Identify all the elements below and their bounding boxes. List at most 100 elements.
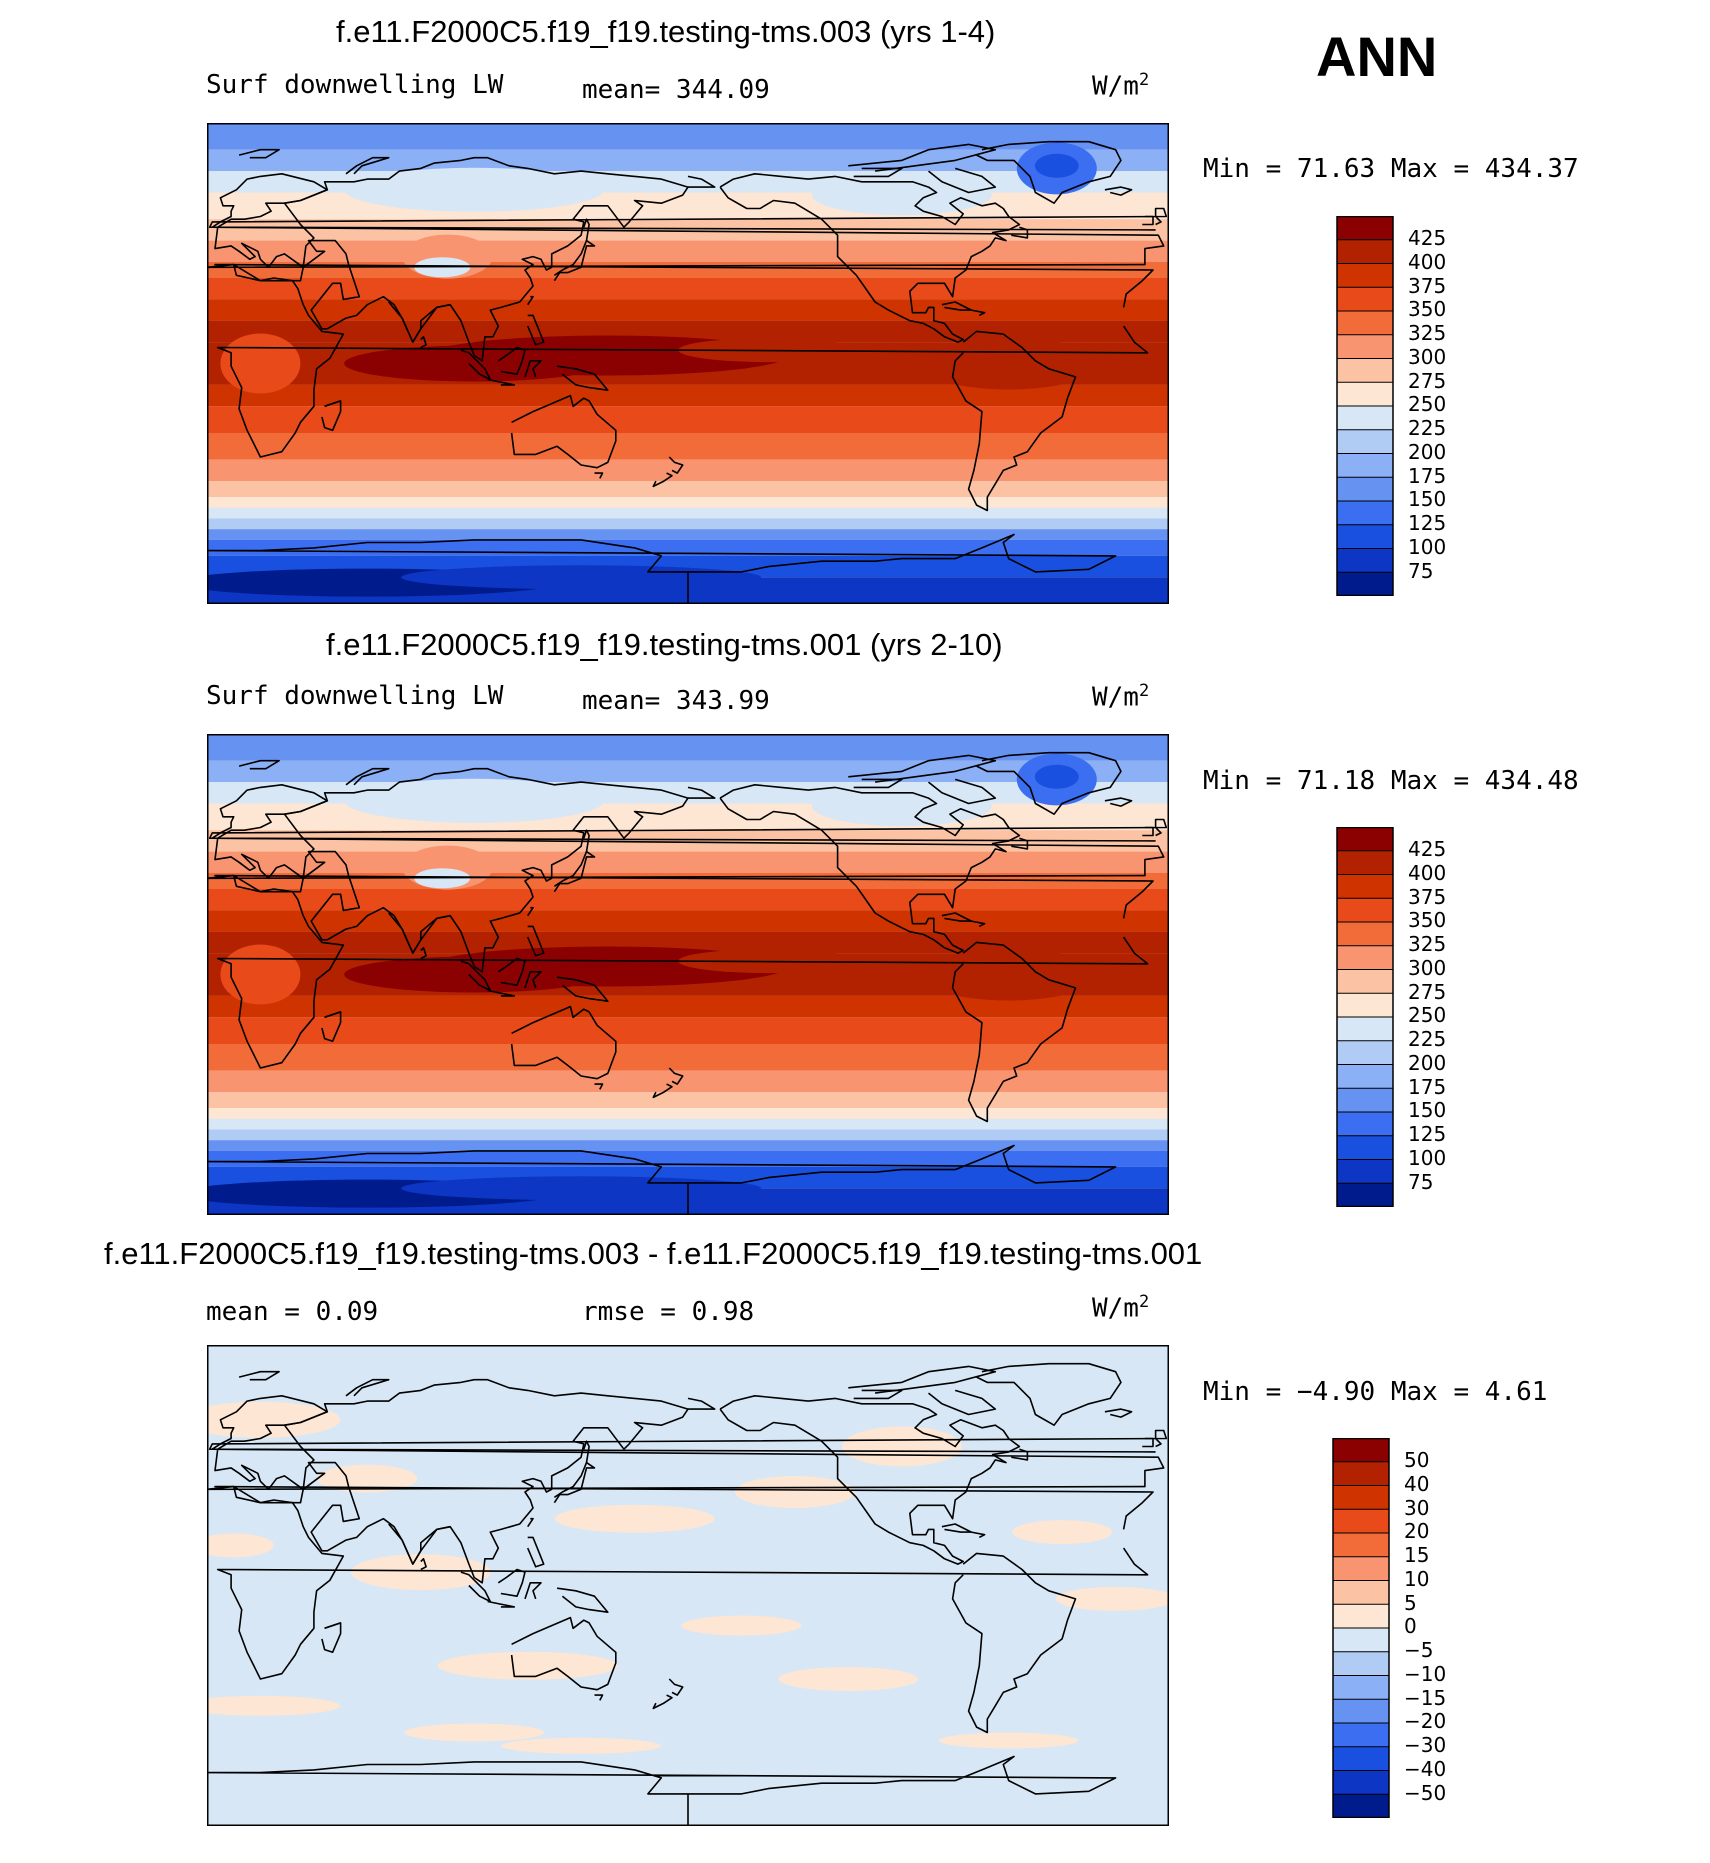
coastline (951, 1552, 1077, 1734)
contour-blob (918, 337, 1099, 390)
colorbar-tick-label: 400 (1408, 249, 1447, 274)
contour-blob (841, 1426, 962, 1467)
colorbar-tick-label: 30 (1404, 1495, 1430, 1520)
panel-3-mean-label: mean = 0.09 (206, 1297, 379, 1327)
colorbar-swatch (1333, 1485, 1389, 1510)
contour-band (207, 851, 1169, 873)
colorbar-tick-label: 175 (1408, 1074, 1447, 1099)
panel-2-variable-label: Surf downwelling LW (206, 681, 504, 711)
colorbar-tick-label: 375 (1408, 884, 1447, 909)
colorbar-tick-label: 0 (1404, 1614, 1417, 1639)
panel-3-title: f.e11.F2000C5.f19_f19.testing-tms.003 - … (104, 1236, 1203, 1271)
contour-band (207, 1118, 1169, 1130)
colorbar-tick-label: 75 (1408, 1169, 1434, 1194)
colorbar-tick-label: 75 (1408, 558, 1434, 583)
coastline (324, 1011, 341, 1019)
colorbar-swatch (1333, 1533, 1389, 1558)
contour-blob (220, 333, 301, 394)
coastline (345, 767, 390, 786)
coastline (283, 1378, 689, 1584)
coastline (853, 167, 903, 178)
colorbar-swatch (1333, 1604, 1389, 1629)
contour-blob (1034, 153, 1079, 178)
contour-band (207, 240, 1169, 262)
contour-band (207, 433, 1169, 460)
colorbar-tick-label: 425 (1408, 226, 1447, 250)
coastline (460, 349, 492, 381)
panel-3-colorbar (1332, 1438, 1390, 1818)
colorbar-swatch (1337, 827, 1393, 852)
contour-band (207, 1140, 1169, 1151)
coastline (594, 1694, 604, 1701)
contour-blob (401, 565, 762, 590)
colorbar-tick-label: 425 (1408, 837, 1447, 861)
coastline (583, 218, 590, 241)
coastline (719, 172, 1021, 343)
coastline (526, 1536, 545, 1568)
colorbar-swatch (1337, 572, 1393, 596)
colorbar-swatch (1337, 382, 1393, 407)
coastline (214, 263, 1154, 458)
colorbar-tick-label: 325 (1408, 321, 1447, 345)
panel-2-units: W/m2 (1092, 681, 1150, 713)
contour-band (207, 384, 1169, 407)
colorbar-tick-label: −30 (1404, 1733, 1447, 1757)
coastline (668, 1678, 684, 1696)
contour-blob (207, 1401, 341, 1438)
colorbar-swatch (1337, 429, 1393, 455)
contour-band (207, 910, 1169, 932)
contour-band (207, 406, 1169, 433)
colorbar-tick-label: 400 (1408, 860, 1447, 885)
coastline (420, 947, 427, 960)
coastline (238, 1370, 280, 1381)
coastline (652, 1694, 673, 1710)
coastline (971, 309, 986, 317)
coastline (388, 301, 451, 343)
contour-blob (344, 167, 605, 212)
colorbar-swatch (1337, 850, 1393, 876)
coastline (497, 1568, 526, 1597)
coastline (951, 330, 1077, 512)
contour-blob (350, 1554, 491, 1591)
season-label: ANN (1316, 25, 1438, 88)
coastline (324, 1622, 341, 1630)
contour-band (207, 529, 1169, 540)
contour-blob (344, 956, 605, 993)
coastline (1011, 226, 1029, 239)
coastline (497, 957, 526, 986)
coastline (460, 960, 492, 992)
coastline (687, 786, 716, 799)
contour-band (207, 1129, 1169, 1141)
coastline (1142, 1437, 1154, 1448)
coastline (553, 239, 596, 282)
contour-band (207, 1092, 1169, 1109)
colorbar-swatch (1337, 216, 1393, 241)
colorbar-swatch (1337, 993, 1393, 1018)
coastline (719, 783, 1021, 954)
colorbar-frame (1332, 1438, 1390, 1818)
colorbar-swatch (1337, 1135, 1393, 1161)
colorbar-tick-label: 200 (1408, 1050, 1447, 1075)
colorbar-swatch (1333, 1461, 1389, 1487)
panel-2-mean-label: mean= 343.99 (582, 686, 770, 716)
colorbar-swatch (1337, 1159, 1393, 1184)
panel-2-minmax: Min = 71.18 Max = 434.48 (1203, 766, 1579, 796)
panel-1-mean-label: mean= 344.09 (582, 75, 770, 105)
coastline (208, 818, 1168, 842)
coastline (928, 1389, 997, 1416)
colorbar-tick-label: 100 (1408, 534, 1447, 559)
coastline (510, 1005, 617, 1080)
coastline (510, 1616, 617, 1691)
coastline (460, 1571, 492, 1603)
colorbar-swatch (1337, 524, 1393, 550)
contour-band (207, 459, 1169, 482)
contour-blob (501, 1737, 662, 1754)
colorbar-swatch (1333, 1723, 1389, 1748)
map-frame (207, 1345, 1169, 1826)
colorbar-swatch (1333, 1651, 1389, 1677)
coastline (553, 1461, 596, 1504)
coastline (214, 874, 1154, 1069)
colorbar-swatch (1337, 501, 1393, 526)
contour-blob (401, 1176, 762, 1201)
panel-1-minmax: Min = 71.63 Max = 434.37 (1203, 154, 1579, 184)
